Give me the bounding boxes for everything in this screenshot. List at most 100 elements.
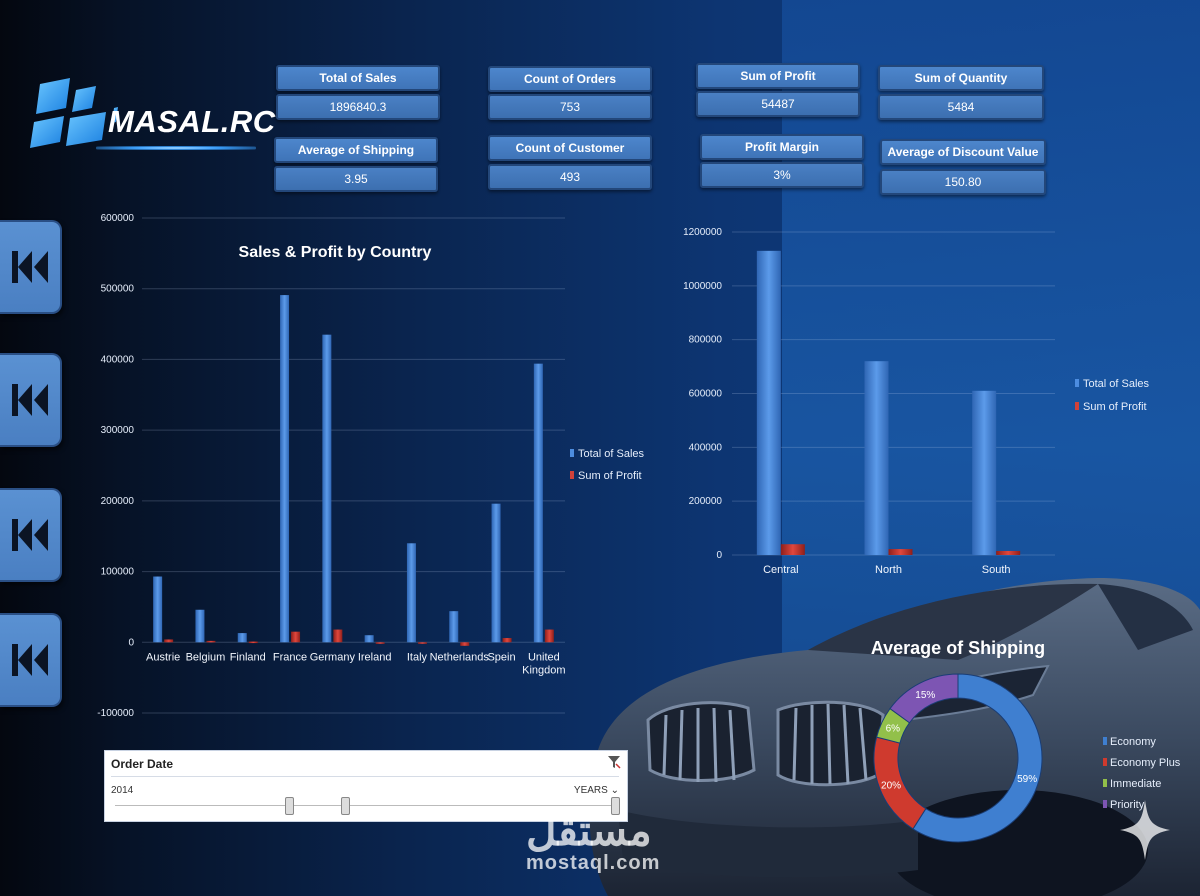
kpi-total-sales-value: 1896840.3 bbox=[276, 94, 440, 120]
order-date-slicer[interactable]: Order Date 2014 YEARS ⌄ bbox=[104, 750, 628, 822]
bar-profit-belgium bbox=[206, 640, 216, 643]
y-tick-label: 300000 bbox=[101, 425, 135, 436]
y-tick-label: 400000 bbox=[101, 354, 135, 365]
chevron-down-icon: ⌄ bbox=[610, 785, 619, 796]
masal-logo-icon bbox=[30, 78, 118, 148]
x-category-label: France bbox=[273, 651, 307, 663]
nav-button-1[interactable] bbox=[0, 220, 62, 314]
y-tick-label: 100000 bbox=[101, 567, 135, 578]
y-tick-label: 1200000 bbox=[683, 227, 722, 238]
kpi-count-customer-title: Count of Customer bbox=[488, 135, 652, 161]
bar-sales-italy bbox=[406, 543, 416, 643]
y-tick-label: 600000 bbox=[689, 389, 723, 400]
kpi-profit-margin-title: Profit Margin bbox=[700, 134, 864, 160]
bar-sales-france bbox=[280, 295, 290, 643]
clear-filter-icon[interactable] bbox=[607, 755, 621, 772]
x-category-label: South bbox=[982, 564, 1011, 576]
x-category-label: Netherlands bbox=[430, 651, 490, 663]
donut-value-label: 6% bbox=[886, 723, 901, 734]
x-category-label: Belgium bbox=[186, 651, 226, 663]
legend-swatch bbox=[1103, 758, 1107, 766]
legend-swatch bbox=[1103, 800, 1107, 808]
watermark-latin: mostaql.com bbox=[526, 852, 661, 874]
bar-sales-finland bbox=[237, 633, 247, 643]
nav-button-3[interactable] bbox=[0, 488, 62, 582]
y-tick-label: 800000 bbox=[689, 335, 723, 346]
slicer-start-handle[interactable] bbox=[285, 797, 294, 815]
bar-sales-austrie bbox=[153, 576, 163, 643]
y-tick-label: 500000 bbox=[101, 284, 135, 295]
legend-label: Priority bbox=[1110, 799, 1145, 811]
bar-profit-italy bbox=[417, 642, 427, 644]
kpi-avg-shipping-value: 3.95 bbox=[274, 166, 438, 192]
x-category-label: Spein bbox=[487, 651, 515, 663]
y-tick-label: -100000 bbox=[97, 708, 134, 719]
bar-sales-north bbox=[864, 361, 889, 555]
slicer-divider bbox=[111, 776, 619, 777]
y-tick-label: 0 bbox=[128, 637, 134, 648]
skip-back-icon bbox=[12, 384, 48, 416]
bar-sales-united-kingdom bbox=[533, 363, 543, 643]
x-category-label: United Kingdom bbox=[522, 651, 565, 676]
bar-profit-north bbox=[888, 549, 913, 555]
bar-sales-ireland bbox=[364, 635, 374, 643]
y-tick-label: 600000 bbox=[101, 213, 135, 224]
x-category-label: Central bbox=[763, 564, 798, 576]
y-tick-label: 400000 bbox=[689, 442, 723, 453]
watermark-arabic: مستقل bbox=[526, 807, 652, 854]
kpi-sum-quantity-title: Sum of Quantity bbox=[878, 65, 1044, 91]
legend-swatch-profit bbox=[1075, 402, 1079, 410]
legend-swatch-sales bbox=[1075, 379, 1079, 387]
y-tick-label: 200000 bbox=[101, 496, 135, 507]
bar-profit-united-kingdom bbox=[544, 629, 554, 643]
legend-swatch bbox=[1103, 737, 1107, 745]
legend-label-sales: Total of Sales bbox=[578, 448, 645, 460]
bar-sales-south bbox=[972, 390, 997, 555]
bar-sales-central bbox=[756, 250, 781, 555]
skip-back-icon bbox=[12, 251, 48, 283]
legend-swatch-profit bbox=[570, 471, 574, 479]
bar-profit-france bbox=[291, 631, 301, 643]
slicer-scroll-handle[interactable] bbox=[611, 797, 620, 815]
kpi-avg-discount-value: 150.80 bbox=[880, 169, 1046, 195]
bar-profit-finland bbox=[248, 641, 258, 644]
sales-profit-by-country-chart: 600000 500000 400000 300000 200000 100000 0 -10… bbox=[97, 213, 645, 719]
slicer-time-level-dropdown[interactable]: YEARS ⌄ bbox=[574, 785, 619, 796]
kpi-sum-profit-value: 54487 bbox=[696, 91, 860, 117]
bar-profit-central bbox=[780, 544, 805, 555]
y-tick-label: 0 bbox=[716, 550, 722, 561]
sparkle-icon bbox=[1120, 800, 1170, 860]
mostaql-watermark: مستقل mostaql.com bbox=[526, 810, 660, 875]
donut-slice-economy bbox=[912, 673, 1043, 843]
slicer-year-label: 2014 bbox=[111, 785, 134, 796]
legend-label: Economy bbox=[1110, 736, 1156, 748]
x-category-label: Germany bbox=[310, 651, 356, 663]
skip-back-icon bbox=[12, 519, 48, 551]
x-category-label: Ireland bbox=[358, 651, 392, 663]
nav-button-2[interactable] bbox=[0, 353, 62, 447]
bar-sales-germany bbox=[322, 334, 332, 643]
legend-swatch bbox=[1103, 779, 1107, 787]
kpi-avg-shipping-title: Average of Shipping bbox=[274, 137, 438, 163]
bar-profit-austrie bbox=[164, 639, 174, 643]
slicer-end-handle[interactable] bbox=[341, 797, 350, 815]
bar-sales-belgium bbox=[195, 609, 205, 643]
kpi-count-orders-value: 753 bbox=[488, 94, 652, 120]
kpi-sum-profit-title: Sum of Profit bbox=[696, 63, 860, 89]
nav-button-4[interactable] bbox=[0, 613, 62, 707]
bar-profit-ireland bbox=[375, 642, 385, 644]
brand-name: MASAL.RC bbox=[108, 104, 276, 139]
x-category-label: Finland bbox=[230, 651, 266, 663]
legend-label-profit: Sum of Profit bbox=[578, 470, 642, 482]
bar-sales-netherlands bbox=[449, 611, 459, 643]
kpi-avg-discount-title: Average of Discount Value bbox=[880, 139, 1046, 165]
sales-profit-by-region-chart: 1200000 1000000 800000 600000 400000 200000 0 C… bbox=[683, 227, 1149, 576]
x-category-label: North bbox=[875, 564, 902, 576]
y-tick-label: 1000000 bbox=[683, 281, 722, 292]
donut-value-label: 15% bbox=[915, 690, 935, 701]
logo-glow bbox=[96, 146, 256, 150]
slicer-timeline-track[interactable] bbox=[115, 805, 615, 806]
chart-title: Sales & Profit by Country bbox=[239, 244, 432, 261]
kpi-count-customer-value: 493 bbox=[488, 164, 652, 190]
bar-profit-germany bbox=[333, 629, 343, 643]
